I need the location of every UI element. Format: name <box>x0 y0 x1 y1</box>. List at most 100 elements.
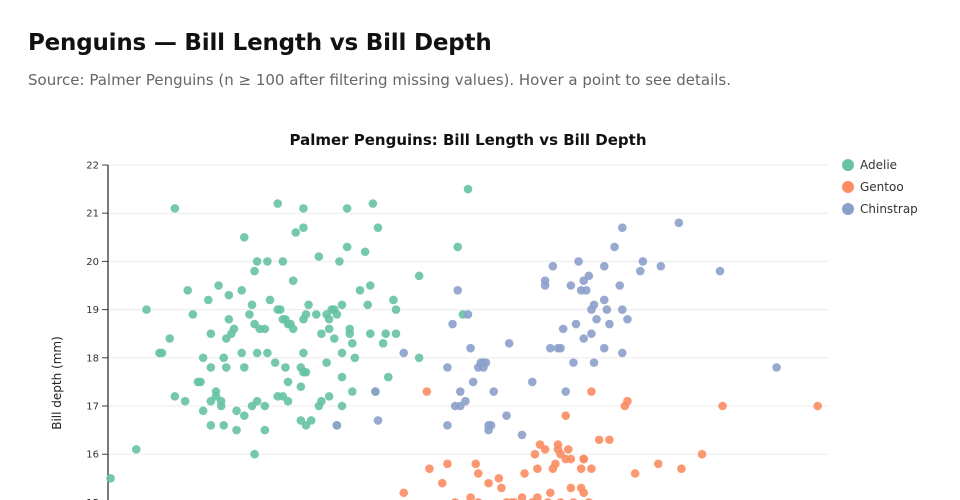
data-point-adelie[interactable]: Adelie: 37.2 mm, 19.4 mm <box>237 286 247 295</box>
data-point-chinstrap[interactable]: Chinstrap: 42.4 mm, 17.3 mm <box>371 387 380 396</box>
data-point-adelie[interactable]: Adelie: 37.6 mm, 19.1 mm <box>247 300 257 310</box>
data-point-chinstrap[interactable]: Chinstrap: 49.2 mm, 18.2 mm <box>545 343 555 353</box>
legend-item-chinstrap[interactable]: Chinstrap <box>842 202 918 216</box>
data-point-adelie[interactable]: Adelie: 40.9 mm, 18.9 mm <box>332 310 342 319</box>
data-point-adelie[interactable]: Adelie: 40.6 mm, 17.2 mm <box>324 392 334 401</box>
data-point-chinstrap[interactable]: Chinstrap: 50.6 mm, 19.4 mm <box>581 286 591 295</box>
data-point-adelie[interactable]: Adelie: 34.4 mm, 18.4 mm <box>165 334 175 343</box>
data-point-gentoo[interactable]: Gentoo: 49.5 mm, 16.2 mm <box>553 440 563 449</box>
data-point-chinstrap[interactable]: Chinstrap: 50.1 mm, 17.9 mm <box>569 358 578 367</box>
data-point-gentoo[interactable]: Gentoo: 50.8 mm, 15.7 mm <box>587 464 596 473</box>
data-point-gentoo[interactable]: Gentoo: 45.2 mm, 15.8 mm <box>443 459 452 469</box>
data-point-gentoo[interactable]: Gentoo: 48.7 mm, 15.1 mm <box>533 493 542 500</box>
data-point-gentoo[interactable]: Gentoo: 52.2 mm, 17.1 mm <box>623 396 632 406</box>
data-point-adelie[interactable]: Adelie: 41.5 mm, 18.3 mm <box>347 339 357 348</box>
data-point-chinstrap[interactable]: Chinstrap: 42.5 mm, 16.7 mm <box>373 416 383 425</box>
data-point-chinstrap[interactable]: Chinstrap: 52 mm, 20.7 mm <box>617 223 627 232</box>
data-point-adelie[interactable]: Adelie: 39.3 mm, 20.6 mm <box>291 228 301 237</box>
data-point-adelie[interactable]: Adelie: 37.8 mm, 20 mm <box>252 257 262 266</box>
data-point-adelie[interactable]: Adelie: 39 mm, 17.1 mm <box>283 396 293 406</box>
data-point-gentoo[interactable]: Gentoo: 48.6 mm, 16 mm <box>530 449 540 459</box>
data-point-adelie[interactable]: Adelie: 36.7 mm, 18.8 mm <box>224 314 234 324</box>
data-point-adelie[interactable]: Adelie: 39.8 mm, 19.1 mm <box>304 300 313 310</box>
data-point-adelie[interactable]: Adelie: 35.9 mm, 19.2 mm <box>203 295 213 305</box>
data-point-adelie[interactable]: Adelie: 46 mm, 21.5 mm <box>463 184 473 194</box>
data-point-gentoo[interactable]: Gentoo: 51.5 mm, 16.3 mm <box>605 435 614 445</box>
data-point-gentoo[interactable]: Gentoo: 46.3 mm, 15.8 mm <box>471 459 481 469</box>
data-point-adelie[interactable]: Adelie: 39.7 mm, 17.7 mm <box>301 367 311 377</box>
data-point-chinstrap[interactable]: Chinstrap: 50.7 mm, 19.7 mm <box>584 271 594 281</box>
data-point-adelie[interactable]: Adelie: 41.1 mm, 17 mm <box>337 401 347 411</box>
data-point-chinstrap[interactable]: Chinstrap: 43.5 mm, 18.1 mm <box>399 348 409 358</box>
data-point-chinstrap[interactable]: Chinstrap: 51.7 mm, 20.3 mm <box>610 242 619 252</box>
data-point-chinstrap[interactable]: Chinstrap: 50.3 mm, 20 mm <box>574 257 583 266</box>
data-point-adelie[interactable]: Adelie: 42 mm, 20.2 mm <box>360 247 370 257</box>
data-point-adelie[interactable]: Adelie: 39 mm, 17.5 mm <box>283 377 293 387</box>
data-point-gentoo[interactable]: Gentoo: 55.1 mm, 16 mm <box>697 449 707 459</box>
data-point-chinstrap[interactable]: Chinstrap: 47.6 mm, 18.3 mm <box>504 339 514 348</box>
data-point-chinstrap[interactable]: Chinstrap: 45.9 mm, 17.1 mm <box>461 396 470 406</box>
data-point-adelie[interactable]: Adelie: 35 mm, 17.1 mm <box>180 396 190 406</box>
data-point-chinstrap[interactable]: Chinstrap: 49.6 mm, 18.2 mm <box>556 343 565 353</box>
data-point-chinstrap[interactable]: Chinstrap: 49.3 mm, 19.9 mm <box>548 261 558 271</box>
data-point-adelie[interactable]: Adelie: 40.5 mm, 17.9 mm <box>322 358 331 367</box>
data-point-chinstrap[interactable]: Chinstrap: 49.8 mm, 17.3 mm <box>561 387 571 396</box>
data-point-adelie[interactable]: Adelie: 38.2 mm, 18.1 mm <box>263 348 272 358</box>
data-point-adelie[interactable]: Adelie: 40.8 mm, 18.4 mm <box>329 334 339 343</box>
data-point-gentoo[interactable]: Gentoo: 49.4 mm, 15.8 mm <box>551 459 560 469</box>
data-point-adelie[interactable]: Adelie: 37.3 mm, 20.5 mm <box>239 233 249 242</box>
data-point-adelie[interactable]: Adelie: 35.7 mm, 16.9 mm <box>198 406 208 416</box>
data-point-chinstrap[interactable]: Chinstrap: 50.5 mm, 18.4 mm <box>579 334 589 343</box>
data-point-adelie[interactable]: Adelie: 42.2 mm, 19.5 mm <box>365 281 375 290</box>
data-point-adelie[interactable]: Adelie: 39.6 mm, 18.1 mm <box>299 348 308 358</box>
data-point-adelie[interactable]: Adelie: 40.3 mm, 18.5 mm <box>317 329 326 339</box>
data-point-adelie[interactable]: Adelie: 36.7 mm, 19.3 mm <box>224 290 234 300</box>
data-point-gentoo[interactable]: Gentoo: 47.3 mm, 15.3 mm <box>497 483 506 493</box>
data-point-adelie[interactable]: Adelie: 34.1 mm, 18.1 mm <box>157 348 167 358</box>
data-point-adelie[interactable]: Adelie: 36.6 mm, 17.8 mm <box>221 363 231 372</box>
data-point-gentoo[interactable]: Gentoo: 59.6 mm, 17 mm <box>813 401 823 411</box>
data-point-gentoo[interactable]: Gentoo: 51.1 mm, 16.3 mm <box>594 435 604 445</box>
data-point-adelie[interactable]: Adelie: 45.6 mm, 20.3 mm <box>453 242 463 252</box>
data-point-gentoo[interactable]: Gentoo: 49.9 mm, 16.1 mm <box>563 445 573 454</box>
data-point-chinstrap[interactable]: Chinstrap: 47 mm, 17.3 mm <box>489 387 499 396</box>
data-point-adelie[interactable]: Adelie: 36.2 mm, 17.3 mm <box>211 387 221 396</box>
data-point-adelie[interactable]: Adelie: 38.1 mm, 18.6 mm <box>260 324 270 334</box>
data-point-adelie[interactable]: Adelie: 41.5 mm, 17.3 mm <box>347 387 357 396</box>
data-point-gentoo[interactable]: Gentoo: 50.8 mm, 17.3 mm <box>587 387 596 396</box>
data-point-adelie[interactable]: Adelie: 38.5 mm, 17.9 mm <box>270 358 280 367</box>
data-point-adelie[interactable]: Adelie: 37.8 mm, 17.1 mm <box>252 396 262 406</box>
data-point-adelie[interactable]: Adelie: 39.9 mm, 16.7 mm <box>306 416 316 425</box>
data-point-adelie[interactable]: Adelie: 42.7 mm, 18.3 mm <box>378 339 388 348</box>
data-point-adelie[interactable]: Adelie: 37.3 mm, 16.8 mm <box>239 411 249 420</box>
data-point-adelie[interactable]: Adelie: 41.3 mm, 20.3 mm <box>342 242 352 252</box>
data-point-adelie[interactable]: Adelie: 37.7 mm, 19.8 mm <box>250 266 259 276</box>
data-point-adelie[interactable]: Adelie: 40.6 mm, 18.6 mm <box>324 324 334 334</box>
data-point-gentoo[interactable]: Gentoo: 50.5 mm, 15.2 mm <box>579 488 589 498</box>
data-point-adelie[interactable]: Adelie: 41.4 mm, 18.5 mm <box>345 329 355 339</box>
data-point-chinstrap[interactable]: Chinstrap: 55.8 mm, 19.8 mm <box>715 266 725 276</box>
data-point-adelie[interactable]: Adelie: 41.1 mm, 17.6 mm <box>337 372 347 382</box>
data-point-gentoo[interactable]: Gentoo: 49.2 mm, 15.2 mm <box>545 488 555 498</box>
data-point-gentoo[interactable]: Gentoo: 44.5 mm, 15.7 mm <box>425 464 434 473</box>
data-point-adelie[interactable]: Adelie: 38.7 mm, 19 mm <box>275 305 285 314</box>
data-point-adelie[interactable]: Adelie: 34.6 mm, 21.1 mm <box>170 204 180 213</box>
data-point-gentoo[interactable]: Gentoo: 50.4 mm, 15.7 mm <box>576 464 586 473</box>
data-point-chinstrap[interactable]: Chinstrap: 46.9 mm, 16.6 mm <box>486 420 496 430</box>
data-point-adelie[interactable]: Adelie: 44.1 mm, 18 mm <box>414 353 424 363</box>
data-point-chinstrap[interactable]: Chinstrap: 58 mm, 17.8 mm <box>772 363 781 372</box>
data-point-adelie[interactable]: Adelie: 41.8 mm, 19.4 mm <box>355 286 365 295</box>
data-point-chinstrap[interactable]: Chinstrap: 51.3 mm, 19.2 mm <box>599 295 609 305</box>
data-point-adelie[interactable]: Adelie: 43.2 mm, 19 mm <box>391 305 401 314</box>
data-point-adelie[interactable]: Adelie: 42.2 mm, 18.5 mm <box>365 329 375 339</box>
data-point-adelie[interactable]: Adelie: 36.4 mm, 17 mm <box>216 401 226 411</box>
data-point-adelie[interactable]: Adelie: 35.6 mm, 17.5 mm <box>196 377 205 387</box>
data-point-gentoo[interactable]: Gentoo: 49.8 mm, 16.8 mm <box>561 411 571 420</box>
data-point-chinstrap[interactable]: Chinstrap: 50.9 mm, 17.9 mm <box>589 358 599 367</box>
data-point-adelie[interactable]: Adelie: 42.8 mm, 18.5 mm <box>381 329 391 339</box>
data-point-adelie[interactable]: Adelie: 38.3 mm, 19.2 mm <box>265 295 275 305</box>
data-point-chinstrap[interactable]: Chinstrap: 48.5 mm, 17.5 mm <box>527 377 537 387</box>
data-point-gentoo[interactable]: Gentoo: 48.7 mm, 15.7 mm <box>533 464 542 473</box>
data-point-adelie[interactable]: Adelie: 44.1 mm, 19.7 mm <box>414 271 424 281</box>
data-point-adelie[interactable]: Adelie: 38.1 mm, 17 mm <box>260 401 270 411</box>
